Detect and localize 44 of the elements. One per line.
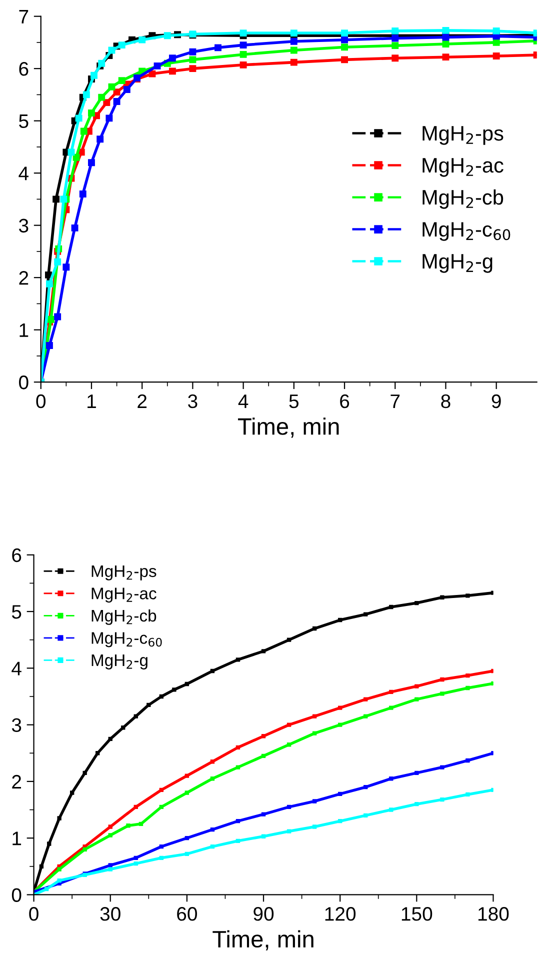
y-tick-label: 4 [12,662,22,676]
x-tick-label: 1 [88,394,96,408]
y-tick-label: 6 [19,62,28,76]
legend-label: MgH$_{2}$-cb [92,609,156,625]
x-tick-label: 5 [289,394,299,408]
y-tick-label: 5 [19,114,28,128]
legend-label: MgH$_{2}$-ps [92,565,156,580]
x-tick-label: 180 [478,907,509,921]
y-tick-label: 0 [19,376,28,390]
legend-label: MgH$_{2}$-ac [92,588,156,603]
y-tick-label: 3 [12,718,22,732]
x-tick-label: 8 [441,394,450,408]
y-tick-label: 7 [19,10,28,24]
y-tick-label: 6 [12,548,22,562]
x-tick-label: 30 [100,907,120,921]
y-tick-label: 0 [12,888,22,902]
legend-label: MgH$_{2}$-g [422,254,492,273]
x-tick-label: 3 [188,394,198,408]
y-tick-label: 3 [19,218,28,233]
x-tick-label: 120 [325,907,356,921]
x-tick-label: 4 [238,394,248,408]
x-tick-label: 90 [254,907,274,921]
x-tick-label: 150 [402,907,432,921]
y-tick-label: 4 [18,166,28,180]
y-tick-label: 5 [12,605,22,619]
y-tick-label: 1 [20,323,28,337]
x-tick-label: 6 [340,394,350,408]
x-tick-label: 0 [36,394,46,408]
x-tick-label: 0 [29,907,38,921]
x-tick-label: 7 [390,394,400,408]
legend-label: MgH$_{2}$-c$_{60}$ [92,632,162,648]
x-tick-label: 60 [177,907,197,921]
legend-label: MgH$_{2}$-ps [422,126,504,145]
y-tick-label: 2 [19,271,28,285]
x-axis-title: Time, min [212,930,314,950]
x-tick-label: 2 [138,394,147,408]
y-tick-label: 2 [12,774,22,788]
legend-label: MgH$_{2}$-g [92,654,148,670]
x-axis-title: Time, min [238,418,339,438]
legend-label: MgH$_{2}$-c$_{60}$ [422,222,510,241]
legend-label: MgH$_{2}$-cb [422,189,504,209]
legend-label: MgH$_{2}$-ac [422,158,504,177]
x-tick-label: 9 [492,394,501,408]
y-tick-label: 1 [12,832,22,846]
